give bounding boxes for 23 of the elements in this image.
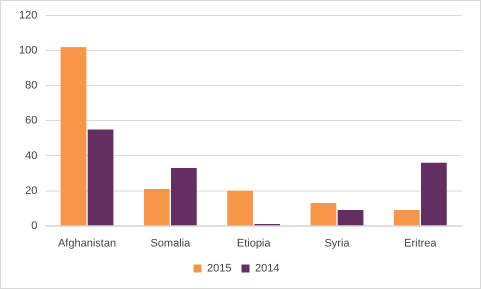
bar: [60, 47, 86, 226]
bar: [88, 129, 114, 226]
bar: [338, 210, 364, 226]
y-tick-label: 40: [25, 150, 38, 162]
y-tick-label: 120: [18, 10, 38, 22]
bar: [394, 210, 420, 226]
x-tick-label: Somalia: [150, 237, 192, 250]
bar: [227, 190, 253, 226]
bar: [421, 162, 447, 226]
bar: [144, 189, 170, 226]
bar: [171, 168, 197, 226]
legend-label: 2015: [207, 262, 232, 275]
y-tick-label: 80: [25, 80, 38, 92]
x-tick-label: Eritrea: [404, 237, 438, 250]
x-tick-label: Afghanistan: [58, 237, 116, 250]
bar: [310, 203, 336, 226]
y-tick-label: 0: [31, 220, 38, 232]
legend-label: 2014: [255, 262, 280, 275]
x-tick-label: Syria: [324, 237, 350, 250]
y-tick-label: 20: [25, 184, 38, 197]
x-tick-label: Etiopia: [236, 237, 272, 250]
y-tick-label: 100: [18, 44, 38, 57]
y-tick-label: 60: [25, 114, 38, 127]
